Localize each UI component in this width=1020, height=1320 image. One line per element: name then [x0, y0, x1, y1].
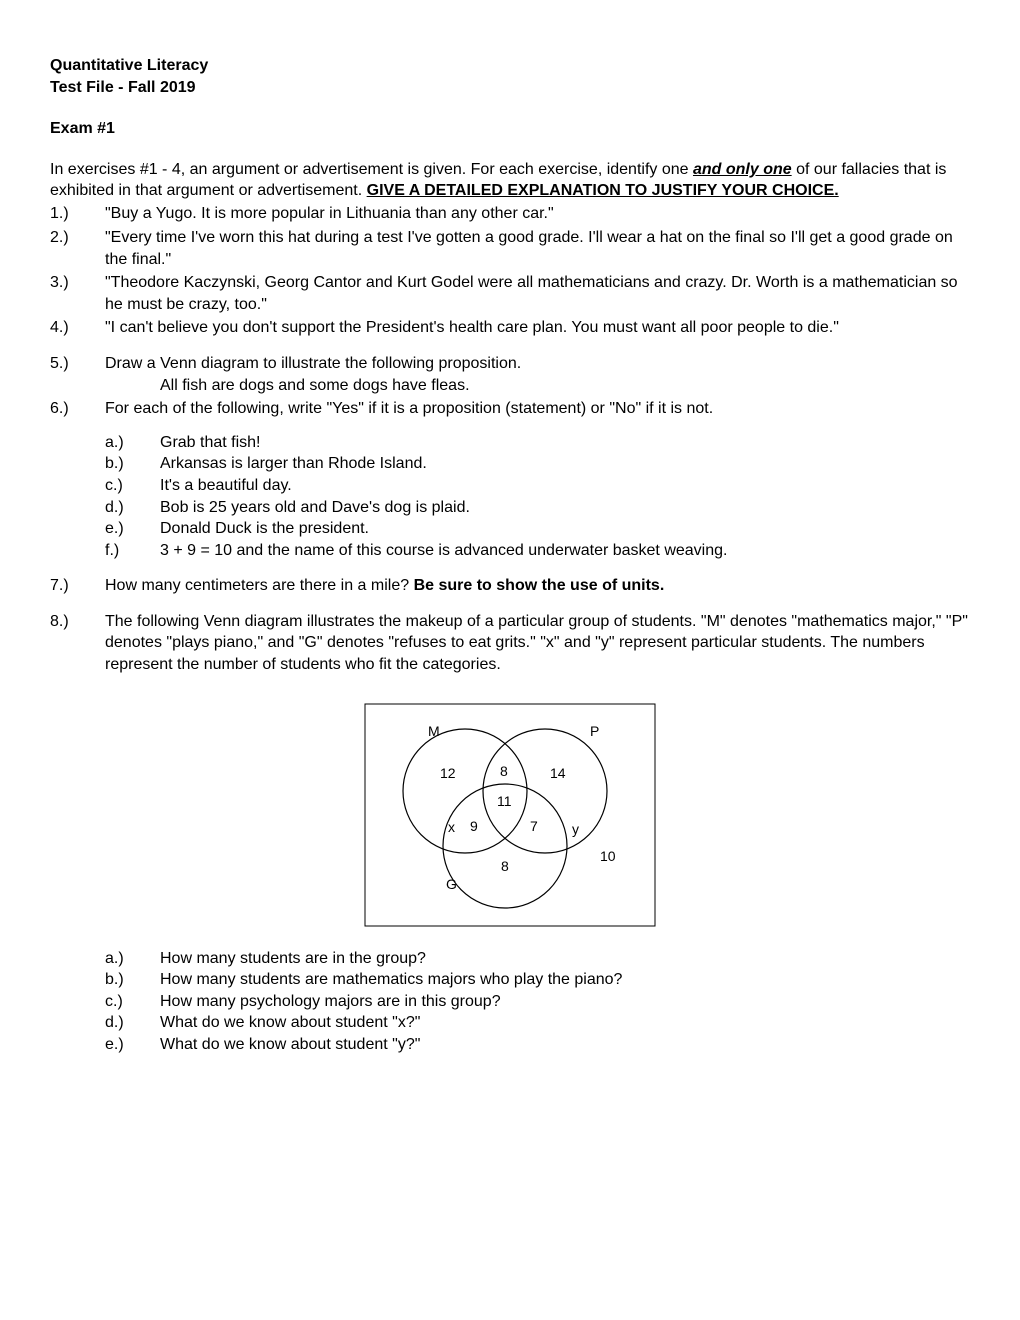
q8-e-text: What do we know about student "y?"	[160, 1034, 420, 1056]
svg-text:7: 7	[530, 818, 538, 834]
file-title: Test File - Fall 2019	[50, 77, 970, 99]
q6-subitems: a.)Grab that fish! b.)Arkansas is larger…	[105, 432, 970, 562]
question-6: 6.) For each of the following, write "Ye…	[50, 398, 970, 420]
q6-b-num: b.)	[105, 453, 160, 475]
q6-e: e.)Donald Duck is the president.	[105, 518, 970, 540]
q6-f-text: 3 + 9 = 10 and the name of this course i…	[160, 540, 727, 562]
q6-b-text: Arkansas is larger than Rhode Island.	[160, 453, 427, 475]
q4-text: "I can't believe you don't support the P…	[105, 317, 970, 339]
question-3: 3.) "Theodore Kaczynski, Georg Cantor an…	[50, 272, 970, 315]
question-5: 5.) Draw a Venn diagram to illustrate th…	[50, 353, 970, 375]
svg-text:y: y	[572, 821, 579, 837]
intro-emph: and only one	[693, 161, 792, 178]
venn-diagram: M P G 12 8 14 11 9 7 8 x y 10	[320, 686, 700, 936]
q6-c-num: c.)	[105, 475, 160, 497]
q3-text: "Theodore Kaczynski, Georg Cantor and Ku…	[105, 272, 970, 315]
question-4: 4.) "I can't believe you don't support t…	[50, 317, 970, 339]
question-7: 7.) How many centimeters are there in a …	[50, 575, 970, 597]
q6-f: f.)3 + 9 = 10 and the name of this cours…	[105, 540, 970, 562]
q6-a-num: a.)	[105, 432, 160, 454]
question-8: 8.) The following Venn diagram illustrat…	[50, 611, 970, 676]
q8-b-text: How many students are mathematics majors…	[160, 969, 622, 991]
svg-text:10: 10	[600, 848, 616, 864]
q7-bold: Be sure to show the use of units.	[414, 577, 665, 594]
question-1: 1.) "Buy a Yugo. It is more popular in L…	[50, 203, 970, 225]
q5-text: Draw a Venn diagram to illustrate the fo…	[105, 353, 970, 375]
q5-subtext: All fish are dogs and some dogs have fle…	[105, 375, 970, 397]
q8-subitems: a.)How many students are in the group? b…	[105, 948, 970, 1056]
q8-c-num: c.)	[105, 991, 160, 1013]
q6-e-text: Donald Duck is the president.	[160, 518, 369, 540]
svg-text:P: P	[590, 723, 599, 739]
q2-num: 2.)	[50, 227, 105, 270]
q6-e-num: e.)	[105, 518, 160, 540]
course-title: Quantitative Literacy	[50, 55, 970, 77]
q8-d: d.)What do we know about student "x?"	[105, 1012, 970, 1034]
venn-svg: M P G 12 8 14 11 9 7 8 x y 10	[320, 686, 700, 936]
q6-text: For each of the following, write "Yes" i…	[105, 398, 970, 420]
q8-a-text: How many students are in the group?	[160, 948, 426, 970]
question-2: 2.) "Every time I've worn this hat durin…	[50, 227, 970, 270]
q7-body: How many centimeters are there in a mile…	[105, 575, 970, 597]
q3-num: 3.)	[50, 272, 105, 315]
q4-num: 4.)	[50, 317, 105, 339]
intro-pre: In exercises #1 - 4, an argument or adve…	[50, 161, 693, 178]
q8-num: 8.)	[50, 611, 105, 676]
q6-d-num: d.)	[105, 497, 160, 519]
q6-c: c.)It's a beautiful day.	[105, 475, 970, 497]
q8-d-text: What do we know about student "x?"	[160, 1012, 420, 1034]
intro-emph2: GIVE A DETAILED EXPLANATION TO JUSTIFY Y…	[367, 182, 839, 199]
q8-e: e.)What do we know about student "y?"	[105, 1034, 970, 1056]
q6-b: b.)Arkansas is larger than Rhode Island.	[105, 453, 970, 475]
q8-a-num: a.)	[105, 948, 160, 970]
svg-text:14: 14	[550, 765, 566, 781]
intro-text: In exercises #1 - 4, an argument or adve…	[50, 160, 970, 202]
q5-num: 5.)	[50, 353, 105, 375]
q2-text: "Every time I've worn this hat during a …	[105, 227, 970, 270]
q8-b: b.)How many students are mathematics maj…	[105, 969, 970, 991]
q8-d-num: d.)	[105, 1012, 160, 1034]
q1-num: 1.)	[50, 203, 105, 225]
q6-f-num: f.)	[105, 540, 160, 562]
q1-text: "Buy a Yugo. It is more popular in Lithu…	[105, 203, 970, 225]
q8-text: The following Venn diagram illustrates t…	[105, 611, 970, 676]
q6-d: d.)Bob is 25 years old and Dave's dog is…	[105, 497, 970, 519]
q7-pre: How many centimeters are there in a mile…	[105, 577, 414, 594]
q6-d-text: Bob is 25 years old and Dave's dog is pl…	[160, 497, 470, 519]
q8-e-num: e.)	[105, 1034, 160, 1056]
q6-num: 6.)	[50, 398, 105, 420]
svg-text:8: 8	[500, 763, 508, 779]
q8-c: c.)How many psychology majors are in thi…	[105, 991, 970, 1013]
exam-title: Exam #1	[50, 118, 970, 140]
q6-a: a.)Grab that fish!	[105, 432, 970, 454]
q8-c-text: How many psychology majors are in this g…	[160, 991, 501, 1013]
svg-text:M: M	[428, 723, 440, 739]
q6-a-text: Grab that fish!	[160, 432, 261, 454]
svg-text:8: 8	[501, 858, 509, 874]
q8-a: a.)How many students are in the group?	[105, 948, 970, 970]
q7-num: 7.)	[50, 575, 105, 597]
svg-text:11: 11	[497, 793, 512, 809]
q6-c-text: It's a beautiful day.	[160, 475, 292, 497]
svg-text:9: 9	[470, 818, 478, 834]
svg-text:12: 12	[440, 765, 456, 781]
svg-text:x: x	[448, 819, 455, 835]
svg-text:G: G	[446, 876, 457, 892]
q8-b-num: b.)	[105, 969, 160, 991]
